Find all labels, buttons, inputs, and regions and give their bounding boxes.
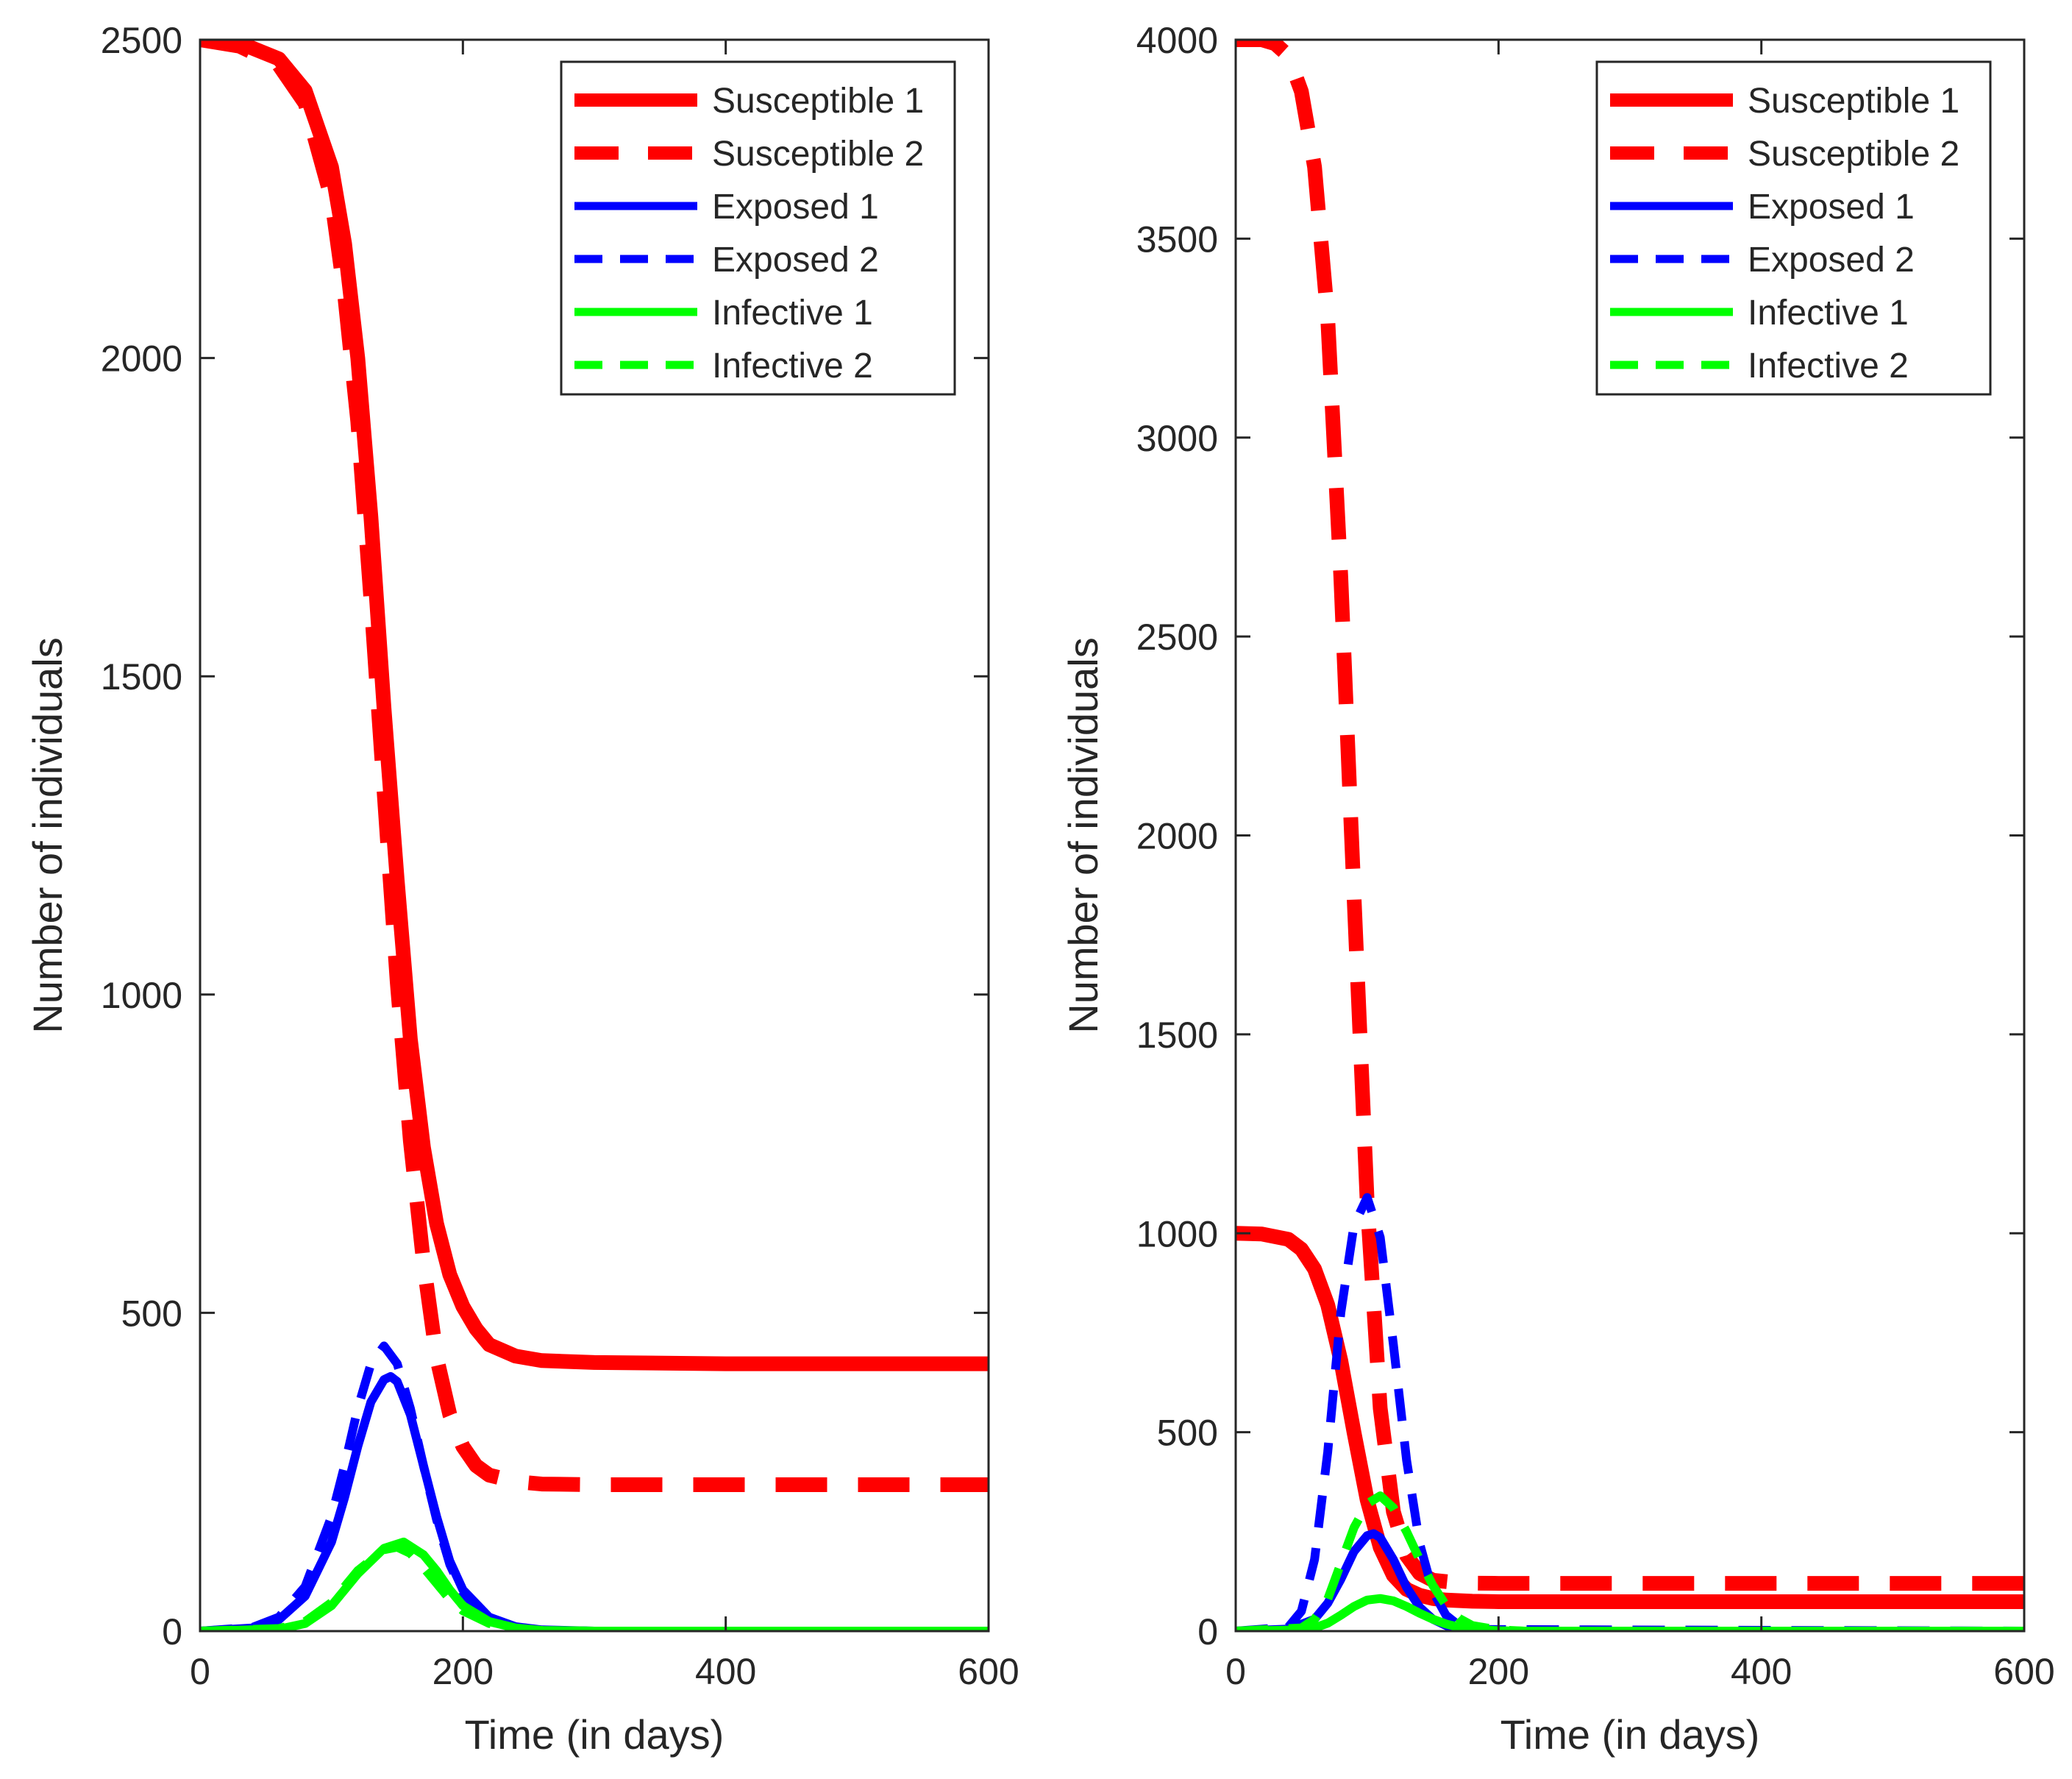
series-layer xyxy=(1236,40,2024,1631)
series-line-susceptible-1 xyxy=(200,40,989,1371)
legend-label-exposed-1: Exposed 1 xyxy=(712,188,879,227)
legend-box xyxy=(560,60,956,396)
y-tick-label: 2000 xyxy=(1136,816,1218,857)
y-tick-label: 2500 xyxy=(1136,617,1218,658)
series-layer xyxy=(200,40,989,1631)
y-tick-label: 0 xyxy=(1197,1611,1218,1652)
x-tick-label: 0 xyxy=(1225,1651,1246,1692)
y-tick-label: 3000 xyxy=(1136,418,1218,459)
chart-panel-left: 0 200 400 600 0 500 1000 1500 2000 2500 Time (in d… xyxy=(24,20,1019,1758)
legend-label-exposed-2: Exposed 2 xyxy=(1748,241,1915,280)
legend-label-susceptible-2: Susceptible 2 xyxy=(1748,135,1959,174)
x-axis-label: Time (in days) xyxy=(1500,1711,1760,1758)
legend-label-infective-2: Infective 2 xyxy=(712,347,873,386)
y-tick-label: 1000 xyxy=(1136,1213,1218,1254)
x-tick-label: 200 xyxy=(1468,1651,1529,1692)
y-tick-label: 2000 xyxy=(101,338,182,380)
x-tick-label: 600 xyxy=(1993,1651,2054,1692)
legend-label-exposed-1: Exposed 1 xyxy=(1748,188,1915,227)
y-axis-label: Number of individuals xyxy=(24,637,71,1033)
legend-label-susceptible-2: Susceptible 2 xyxy=(712,135,924,174)
y-tick-label: 0 xyxy=(162,1611,182,1652)
series-line-exposed-2 xyxy=(1236,1193,2024,1631)
legend-box xyxy=(1595,60,1992,396)
series-line-infective-2 xyxy=(200,1542,989,1631)
legend-label-exposed-2: Exposed 2 xyxy=(712,241,879,280)
y-axis-label: Number of individuals xyxy=(1060,637,1106,1033)
legend-label-susceptible-1: Susceptible 1 xyxy=(1748,82,1959,121)
y-tick-label: 1500 xyxy=(101,656,182,697)
y-tick-label: 1500 xyxy=(1136,1015,1218,1056)
legend-label-infective-1: Infective 1 xyxy=(712,294,873,333)
y-tick-label: 3500 xyxy=(1136,219,1218,260)
legend-label-infective-2: Infective 2 xyxy=(1748,347,1909,386)
x-tick-label: 200 xyxy=(432,1651,494,1692)
y-tick-label: 1000 xyxy=(101,975,182,1016)
y-tick-label: 500 xyxy=(121,1293,182,1334)
axes-box xyxy=(199,38,990,1633)
x-tick-label: 400 xyxy=(695,1651,756,1692)
x-axis-label: Time (in days) xyxy=(465,1711,725,1758)
legend-label-infective-1: Infective 1 xyxy=(1748,294,1909,333)
legend: Susceptible 1 Susceptible 2 Exposed 1 Expos… xyxy=(1595,60,1992,396)
x-tick-label: 400 xyxy=(1731,1651,1792,1692)
series-line-infective-2 xyxy=(1236,1491,2024,1631)
y-tick-label: 500 xyxy=(1157,1413,1218,1454)
x-tick-label: 600 xyxy=(958,1651,1019,1692)
y-tick-label: 2500 xyxy=(101,20,182,61)
series-line-susceptible-1 xyxy=(1236,1226,2024,1609)
legend-label-susceptible-1: Susceptible 1 xyxy=(712,82,924,121)
y-tick-label: 4000 xyxy=(1136,20,1218,61)
chart-panel-right: 0 200 400 600 0 500 1000 1500 2000 2500 3000 3500 40… xyxy=(1060,20,2055,1758)
legend: Susceptible 1 Susceptible 2 Exposed 1 Expos… xyxy=(560,60,956,396)
series-line-susceptible-2 xyxy=(200,40,989,1492)
x-tick-label: 0 xyxy=(190,1651,210,1692)
